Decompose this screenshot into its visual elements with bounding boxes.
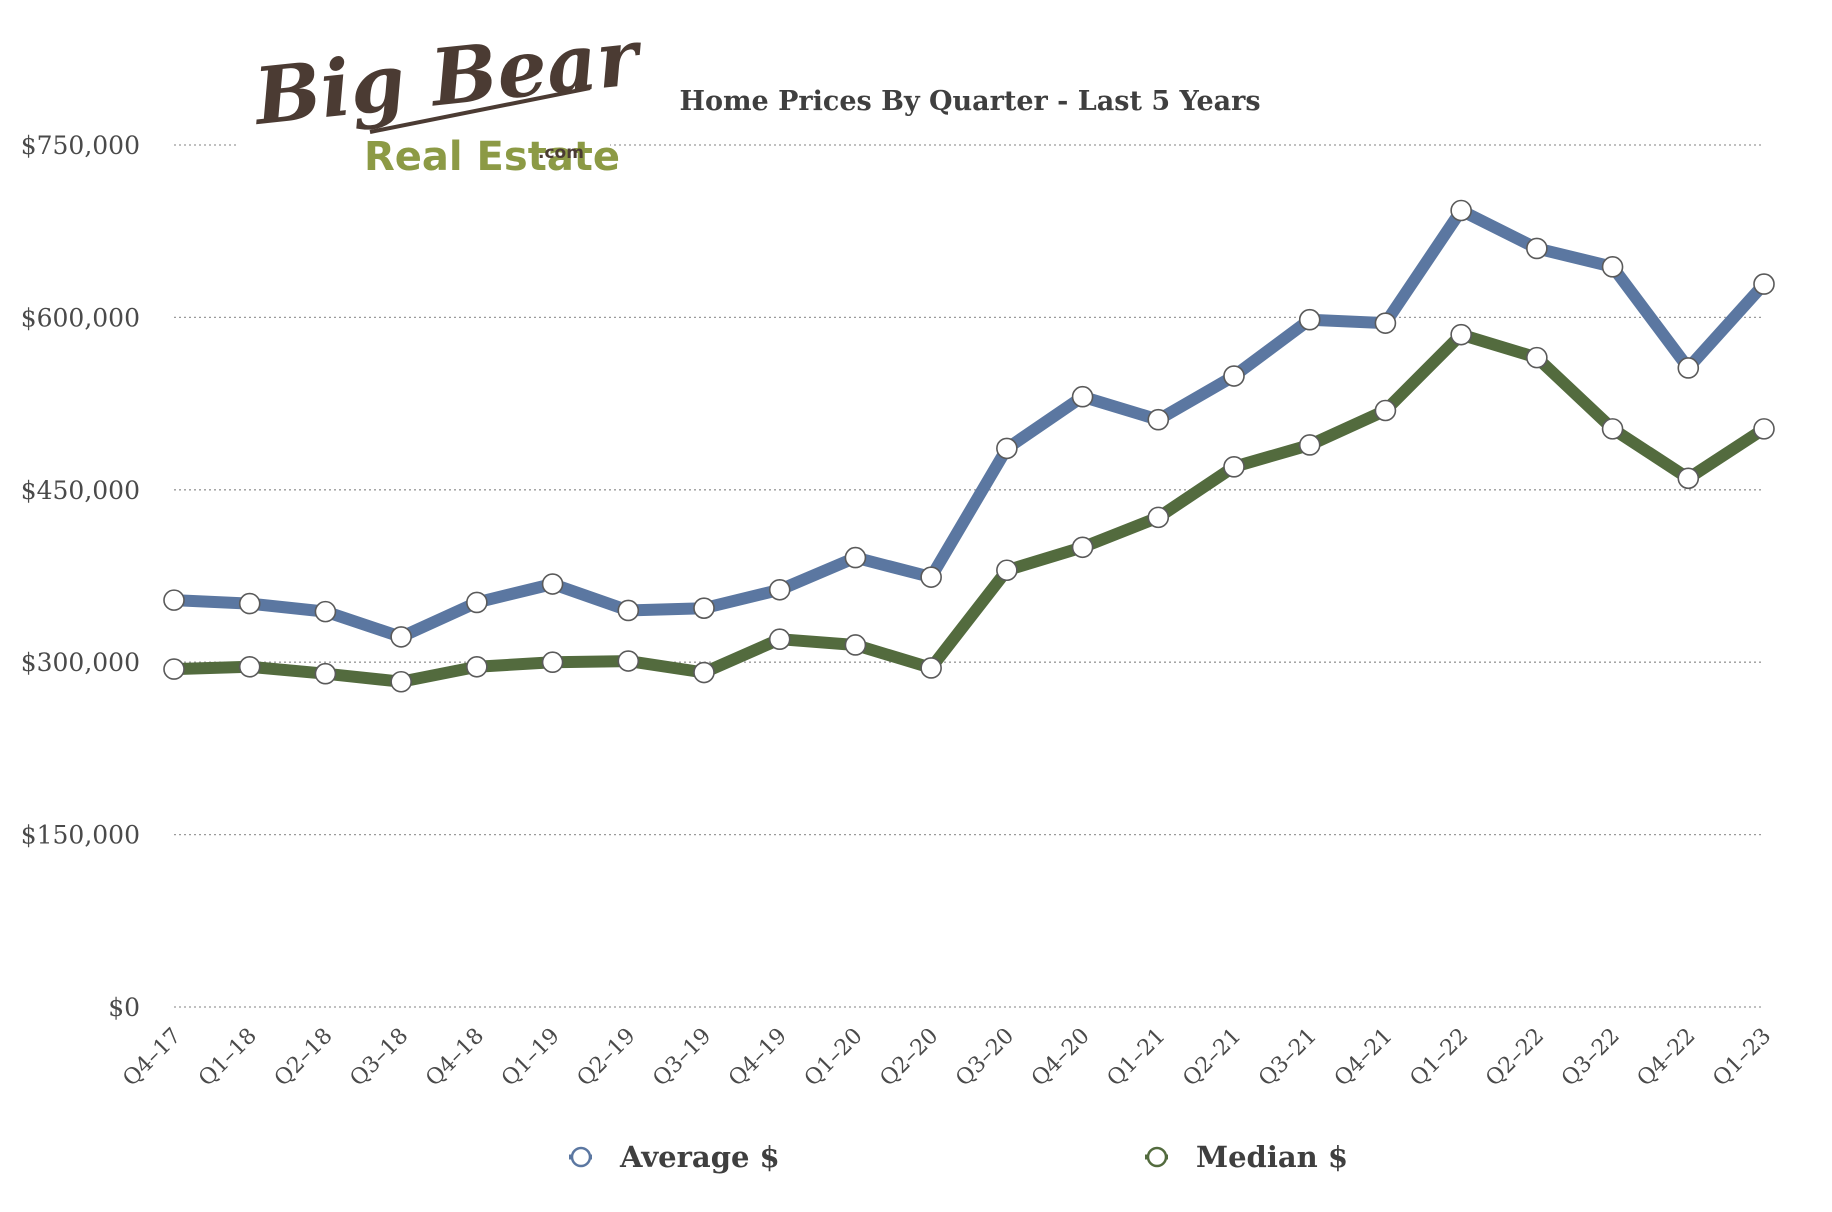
x-tick-label: Q3–21 bbox=[1254, 1024, 1322, 1092]
legend-label-median: Median $ bbox=[1196, 1140, 1348, 1174]
y-tick-label: $0 bbox=[108, 993, 140, 1022]
x-tick-label: Q3–19 bbox=[648, 1024, 716, 1092]
x-tick-label: Q2–22 bbox=[1481, 1024, 1549, 1092]
data-point bbox=[920, 657, 942, 679]
logo-line2: Real Estate bbox=[364, 134, 620, 180]
data-point bbox=[1374, 399, 1397, 422]
data-point bbox=[996, 559, 1018, 582]
grid-layer bbox=[174, 144, 1764, 1008]
data-point bbox=[844, 546, 867, 569]
data-point bbox=[1147, 506, 1170, 529]
x-tick-label: Q4–20 bbox=[1027, 1024, 1095, 1092]
series-line-median bbox=[168, 328, 1770, 688]
legend-item-median: Median $ bbox=[1145, 1140, 1348, 1174]
series-average bbox=[163, 199, 1775, 648]
data-point bbox=[466, 655, 488, 678]
legend-marker-average bbox=[570, 1146, 592, 1168]
data-point bbox=[1374, 312, 1397, 334]
data-point bbox=[163, 589, 185, 611]
legend-marker-median bbox=[1146, 1146, 1168, 1168]
data-point bbox=[314, 662, 337, 685]
x-tick-label: Q1–20 bbox=[800, 1024, 868, 1092]
data-point bbox=[1601, 256, 1624, 278]
x-tick-label: Q2–19 bbox=[573, 1024, 641, 1092]
x-tick-label: Q4–17 bbox=[118, 1024, 186, 1092]
x-tick-label: Q2–20 bbox=[875, 1024, 943, 1092]
x-tick-label: Q4–22 bbox=[1633, 1024, 1701, 1092]
y-tick-label: $600,000 bbox=[21, 303, 140, 332]
x-tick-label: Q4–18 bbox=[421, 1024, 489, 1092]
logo-swoosh bbox=[369, 86, 591, 134]
x-tick-label: Q1–22 bbox=[1405, 1024, 1473, 1092]
data-point bbox=[617, 599, 640, 622]
x-tick-label: Q3–20 bbox=[951, 1024, 1019, 1092]
data-point bbox=[693, 661, 715, 684]
data-point bbox=[1753, 418, 1775, 440]
x-tick-label: Q4–21 bbox=[1330, 1024, 1398, 1092]
logo-suffix: .com bbox=[538, 143, 584, 163]
y-tick-label: $150,000 bbox=[21, 821, 140, 850]
data-point bbox=[1753, 273, 1775, 295]
data-point bbox=[541, 573, 564, 595]
data-point bbox=[1601, 418, 1624, 440]
legend-label-average: Average $ bbox=[619, 1140, 780, 1174]
data-point bbox=[920, 566, 942, 588]
x-tick-label: Q3–18 bbox=[345, 1024, 413, 1092]
data-point bbox=[768, 578, 791, 601]
data-point bbox=[1071, 536, 1094, 559]
data-point bbox=[466, 591, 488, 614]
data-point bbox=[1450, 199, 1472, 222]
data-point bbox=[1526, 237, 1548, 260]
x-tick-label: Q1–19 bbox=[497, 1024, 565, 1092]
x-tick-label: Q2–21 bbox=[1178, 1024, 1246, 1092]
big-bear-real-estate-logo: Big Bear Real Estate .com bbox=[238, 12, 647, 180]
y-axis: $0 $150,000 $300,000 $450,000 $600,000 $750,0… bbox=[21, 131, 140, 1022]
y-tick-label: $300,000 bbox=[21, 648, 140, 677]
data-point bbox=[1298, 434, 1321, 456]
data-point bbox=[390, 670, 412, 693]
series-layer bbox=[163, 199, 1775, 693]
legend-item-average: Average $ bbox=[569, 1140, 780, 1174]
data-point bbox=[1298, 308, 1321, 331]
data-point bbox=[1223, 365, 1245, 387]
x-tick-label: Q4–19 bbox=[724, 1024, 792, 1092]
x-tick-label: Q1–18 bbox=[194, 1024, 262, 1092]
data-point bbox=[238, 592, 261, 615]
data-point bbox=[1677, 467, 1700, 490]
series-median bbox=[163, 323, 1775, 693]
data-point bbox=[1223, 456, 1245, 478]
legend: Average $ Median $ bbox=[569, 1140, 1348, 1174]
data-point bbox=[314, 600, 337, 623]
chart-title: Home Prices By Quarter - Last 5 Years bbox=[679, 86, 1260, 117]
y-tick-label: $450,000 bbox=[21, 476, 140, 505]
data-point bbox=[1526, 346, 1548, 369]
data-point bbox=[1450, 323, 1472, 346]
data-point bbox=[390, 626, 412, 648]
x-axis: Q4–17 Q1–18 Q2–18 Q3–18 Q4–18 Q1–19 Q2–19 Q3–19… bbox=[118, 1024, 1776, 1092]
y-tick-label: $750,000 bbox=[21, 131, 140, 160]
data-point bbox=[1071, 385, 1094, 408]
data-point bbox=[617, 650, 640, 672]
data-point bbox=[163, 658, 185, 680]
series-line-average bbox=[168, 204, 1770, 643]
x-tick-label: Q2–18 bbox=[270, 1024, 338, 1092]
data-point bbox=[996, 437, 1018, 460]
data-point bbox=[1147, 408, 1170, 431]
x-tick-label: Q1–21 bbox=[1103, 1024, 1171, 1092]
data-point bbox=[693, 597, 715, 619]
data-point bbox=[844, 634, 867, 656]
x-tick-label: Q1–23 bbox=[1708, 1024, 1776, 1092]
data-point bbox=[238, 655, 261, 678]
data-point bbox=[1677, 357, 1700, 379]
data-point bbox=[768, 628, 791, 651]
x-tick-label: Q3–22 bbox=[1557, 1024, 1625, 1092]
data-point bbox=[541, 651, 564, 674]
